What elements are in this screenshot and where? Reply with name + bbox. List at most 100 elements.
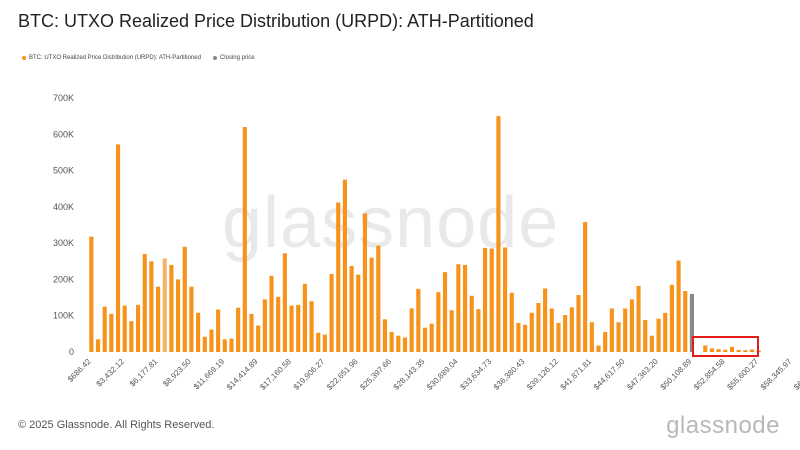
bar bbox=[309, 301, 314, 352]
bar bbox=[583, 222, 588, 352]
x-tick-label: $44,617.50 bbox=[592, 357, 627, 392]
closing-price-bar bbox=[689, 293, 694, 352]
bar bbox=[516, 322, 521, 352]
bar bbox=[556, 322, 561, 352]
bar bbox=[469, 295, 474, 352]
bar bbox=[276, 296, 281, 352]
bar bbox=[509, 292, 514, 352]
bar bbox=[603, 332, 608, 352]
x-tick-label: $686.42 bbox=[66, 357, 93, 384]
bar bbox=[135, 304, 141, 352]
bar bbox=[649, 335, 654, 352]
bar bbox=[409, 308, 414, 352]
bar bbox=[402, 337, 408, 352]
x-tick-label: $3,432.12 bbox=[95, 357, 127, 389]
y-tick-label: 100K bbox=[53, 311, 74, 321]
bar bbox=[669, 284, 674, 352]
x-tick-label: $6,177.81 bbox=[128, 357, 160, 389]
bar bbox=[342, 179, 347, 352]
x-tick-label: $36,380.43 bbox=[492, 357, 527, 392]
bar bbox=[356, 274, 361, 352]
bar bbox=[282, 253, 287, 352]
bar bbox=[382, 319, 388, 352]
bar bbox=[236, 307, 241, 352]
bar bbox=[422, 327, 428, 352]
bar bbox=[89, 236, 94, 352]
y-tick-label: 300K bbox=[53, 238, 74, 248]
y-tick-label: 600K bbox=[53, 129, 74, 139]
y-tick-label: 200K bbox=[53, 274, 74, 284]
bar bbox=[503, 247, 508, 352]
bar bbox=[596, 345, 601, 352]
bar bbox=[189, 286, 194, 352]
y-tick-label: 500K bbox=[53, 166, 74, 176]
legend: BTC: UTXO Realized Price Distribution (U… bbox=[22, 55, 267, 61]
bar bbox=[122, 305, 127, 352]
bar bbox=[456, 264, 461, 352]
bar bbox=[449, 310, 454, 352]
bar bbox=[256, 325, 261, 352]
bar bbox=[115, 144, 121, 352]
bar bbox=[156, 286, 161, 352]
y-tick-label: 700K bbox=[53, 93, 74, 103]
bar bbox=[549, 308, 554, 352]
bar bbox=[182, 246, 187, 352]
x-tick-label: $28,143.35 bbox=[392, 357, 427, 392]
bar bbox=[389, 332, 394, 352]
bar bbox=[663, 312, 668, 352]
bar bbox=[336, 202, 341, 352]
bar bbox=[442, 272, 448, 352]
watermark: glassnode bbox=[222, 183, 560, 263]
bar bbox=[703, 345, 708, 352]
bar bbox=[322, 334, 327, 352]
bar bbox=[683, 291, 688, 352]
bar bbox=[496, 116, 501, 352]
bar bbox=[296, 304, 301, 352]
bar bbox=[743, 350, 748, 352]
bar bbox=[209, 329, 214, 352]
bar bbox=[736, 349, 741, 352]
highlight-annotation-box bbox=[692, 336, 759, 357]
x-tick-label: $47,363.20 bbox=[625, 357, 660, 392]
x-tick-label: $17,160.58 bbox=[258, 357, 293, 392]
bar bbox=[543, 288, 548, 352]
bar bbox=[222, 339, 227, 352]
x-axis: $686.42 $3,432.12 $6,177.81 $8,923.50 $11,66… bbox=[66, 357, 800, 392]
legend-swatch-urpd bbox=[22, 56, 26, 60]
bar bbox=[643, 320, 648, 352]
x-tick-label: $14,414.89 bbox=[225, 357, 260, 392]
y-tick-label: 400K bbox=[53, 202, 74, 212]
legend-swatch-closing-price bbox=[212, 56, 217, 60]
bar bbox=[656, 318, 661, 352]
legend-item-closing-price[interactable]: Closing price bbox=[212, 55, 255, 61]
bar bbox=[162, 258, 167, 352]
bar bbox=[589, 322, 594, 352]
bar bbox=[316, 332, 321, 352]
bar bbox=[329, 273, 334, 352]
bar bbox=[262, 299, 267, 352]
bars bbox=[89, 116, 761, 352]
bar bbox=[629, 299, 634, 352]
bar bbox=[109, 313, 114, 352]
x-tick-label: $22,651.96 bbox=[325, 357, 360, 392]
bar bbox=[196, 312, 201, 352]
bar bbox=[349, 266, 354, 352]
bar bbox=[482, 247, 488, 352]
footer-copyright: © 2025 Glassnode. All Rights Reserved. bbox=[18, 419, 215, 431]
x-tick-label: $61,091.66 bbox=[792, 357, 800, 392]
x-tick-label: $39,126.12 bbox=[525, 357, 560, 392]
bar bbox=[362, 213, 368, 352]
bar bbox=[142, 254, 147, 352]
bar bbox=[202, 336, 207, 352]
legend-item-urpd[interactable]: BTC: UTXO Realized Price Distribution (U… bbox=[22, 55, 201, 61]
bar bbox=[749, 349, 755, 352]
footer-logo: glassnode bbox=[666, 412, 780, 439]
x-tick-label: $25,397.66 bbox=[358, 357, 393, 392]
bar bbox=[723, 349, 728, 352]
bar bbox=[416, 288, 421, 352]
bar bbox=[102, 306, 107, 352]
x-tick-label: $8,923.50 bbox=[161, 357, 193, 389]
bar bbox=[429, 323, 434, 352]
bar bbox=[176, 279, 181, 352]
